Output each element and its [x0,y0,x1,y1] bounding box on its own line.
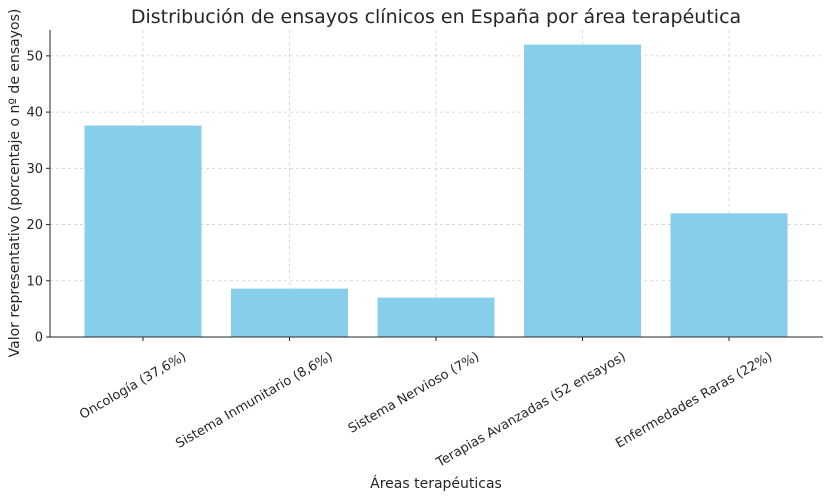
bar [670,213,788,337]
bar [377,297,495,337]
y-tick-label: 10 [26,274,43,289]
x-tick-label: Oncología (37,6%) [77,349,189,422]
y-ticks: 0 10 20 30 40 50 [26,49,50,346]
y-axis-label: Valor representativo (porcentaje o nº de… [7,9,23,358]
y-tick-label: 40 [26,106,43,121]
y-tick-label: 20 [26,218,43,233]
bar [524,44,641,337]
y-tick-label: 50 [26,49,43,64]
y-tick-label: 30 [26,162,43,177]
y-tick-label: 0 [35,331,43,346]
x-tick-label: Enfermedades Raras (22%) [613,349,775,451]
x-tick-label: Sistema Nervioso (7%) [346,349,482,436]
bar [84,125,202,337]
x-tick-label: Sistema Inmunitario (8,6%) [173,349,335,451]
bars [84,44,788,337]
x-axis-label: Áreas terapéuticas [370,475,502,492]
x-ticks: Oncología (37,6%)Sistema Inmunitario (8,… [77,337,775,471]
bar [231,288,348,337]
chart-title: Distribución de ensayos clínicos en Espa… [131,6,741,28]
